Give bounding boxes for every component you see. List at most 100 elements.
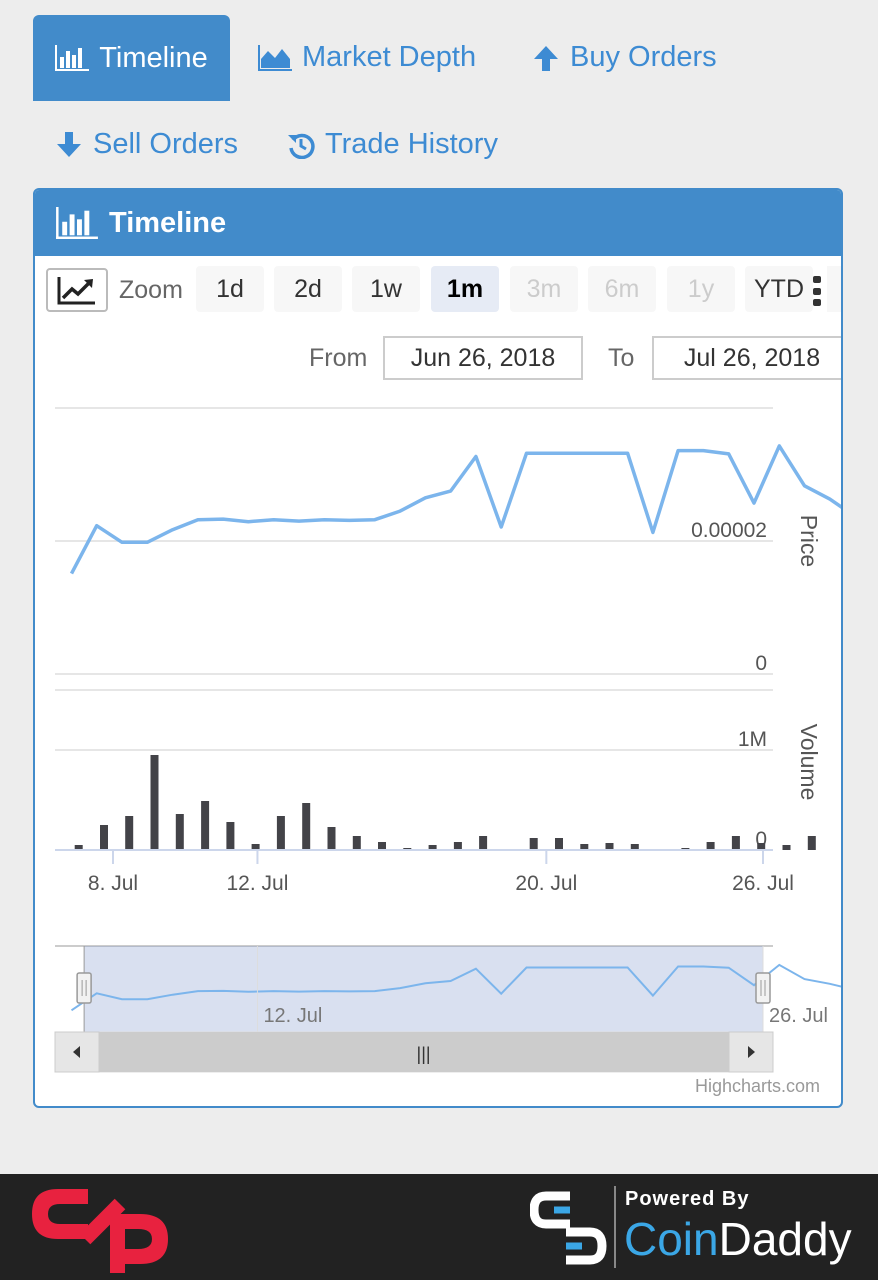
area-chart-icon xyxy=(258,44,292,71)
tab-label: Market Depth xyxy=(302,41,477,73)
navigator-tick-label: 12. Jul xyxy=(263,1005,322,1027)
range-button-1d[interactable]: 1d xyxy=(196,266,264,312)
price-tick-label: 0.00002 xyxy=(691,519,767,542)
arrow-up-icon xyxy=(534,45,558,71)
from-date-value: Jun 26, 2018 xyxy=(410,343,556,372)
range-button-2d[interactable]: 2d xyxy=(274,266,342,312)
volume-bar xyxy=(226,822,235,850)
panel-title: Timeline xyxy=(109,206,227,239)
range-button-label: 1y xyxy=(687,274,715,303)
history-icon xyxy=(288,133,315,159)
tab-timeline[interactable]: Timeline xyxy=(33,15,230,101)
volume-bar xyxy=(100,825,108,850)
more-options-icon[interactable] xyxy=(813,276,821,306)
volume-bar xyxy=(555,838,563,850)
powered-by-text: Powered By xyxy=(625,1188,750,1210)
volume-bar xyxy=(175,814,184,850)
range-button-label: 1w xyxy=(370,274,402,303)
volume-bar xyxy=(276,816,285,850)
tab-label: Sell Orders xyxy=(93,128,239,160)
scroll-right-arrow-icon xyxy=(748,1046,755,1058)
volume-axis-title: Volume xyxy=(796,724,822,801)
range-button-label: 1m xyxy=(446,274,484,303)
volume-bar xyxy=(327,827,336,850)
volume-bar xyxy=(782,845,791,850)
tab-label: Trade History xyxy=(325,128,498,160)
range-button-label: 1d xyxy=(216,274,244,303)
scrollbar-thumb[interactable] xyxy=(84,1032,764,1072)
volume-bar xyxy=(529,838,538,850)
volume-bar xyxy=(251,844,260,850)
chart-type-toggle[interactable] xyxy=(46,268,108,312)
range-button-label: 3m xyxy=(526,274,562,303)
range-button-ytd[interactable]: YTD xyxy=(745,266,813,312)
range-button-label: YTD xyxy=(754,274,804,303)
footer: Powered By CoinDaddy xyxy=(0,1174,878,1280)
to-date-input[interactable]: Jul 26, 2018 xyxy=(652,336,841,380)
to-label: To xyxy=(608,344,635,372)
volume-bar xyxy=(125,816,134,850)
navigator-handle[interactable] xyxy=(755,972,771,1004)
timeline-panel: Timeline Zoom 1d 2d 1w 1m 3m 6m 1y YTD F… xyxy=(33,188,843,1108)
volume-bar xyxy=(630,844,639,850)
volume-bar xyxy=(74,845,83,850)
price-tick-label: 0 xyxy=(755,652,767,675)
volume-bar xyxy=(352,836,361,850)
bar-chart-icon xyxy=(55,45,90,71)
volume-tick-label: 1M xyxy=(738,728,767,751)
tab-label: Timeline xyxy=(99,41,208,74)
from-label: From xyxy=(309,344,368,372)
volume-bar xyxy=(605,843,614,850)
volume-bar xyxy=(757,843,766,850)
scrollbar-grip: ||| xyxy=(417,1044,431,1064)
footer-divider xyxy=(614,1186,616,1268)
volume-tick-label: 0 xyxy=(755,828,767,851)
line-chart-icon xyxy=(57,277,95,305)
x-axis-tick-label: 26. Jul xyxy=(732,872,794,895)
price-axis-title: Price xyxy=(796,515,822,567)
volume-bar xyxy=(580,844,589,850)
range-button-label: 2d xyxy=(294,274,322,303)
brand-coin: Coin xyxy=(624,1213,719,1265)
x-axis-tick-label: 8. Jul xyxy=(88,872,138,895)
volume-bar xyxy=(150,755,159,850)
range-button-3m[interactable]: 3m xyxy=(510,266,578,312)
from-date-input[interactable]: Jun 26, 2018 xyxy=(383,336,583,380)
coindaddy-icon xyxy=(530,1191,607,1265)
coindaddy-brand: CoinDaddy xyxy=(624,1212,852,1266)
navigator-tick-label: 26. Jul xyxy=(769,1005,828,1027)
volume-bar xyxy=(201,801,210,850)
volume-bar xyxy=(731,836,740,850)
tab-market-depth[interactable]: Market Depth xyxy=(258,41,476,74)
navigator-handle[interactable] xyxy=(76,972,92,1004)
brand-daddy: Daddy xyxy=(718,1213,852,1265)
arrow-down-icon xyxy=(57,131,81,157)
navigator-series-line xyxy=(70,963,841,1012)
range-button-1w[interactable]: 1w xyxy=(352,266,420,312)
exchange-logo xyxy=(32,1189,168,1273)
range-button-1y[interactable]: 1y xyxy=(667,266,735,312)
tab-trade-history[interactable]: Trade History xyxy=(287,128,498,161)
panel-header: Timeline xyxy=(35,190,841,256)
volume-bar xyxy=(479,836,488,850)
range-button-1m[interactable]: 1m xyxy=(431,266,499,312)
price-volume-chart[interactable]: 0 0.00002 Price 0 1M Volume 8. Jul 12. Jul 20. J… xyxy=(35,390,843,1108)
volume-bar xyxy=(807,836,816,850)
tab-label: Buy Orders xyxy=(570,41,717,73)
tab-buy-orders[interactable]: Buy Orders xyxy=(532,41,717,74)
volume-bar xyxy=(453,842,462,850)
price-series-line xyxy=(69,444,841,575)
bar-chart-icon xyxy=(56,207,98,239)
scroll-left-arrow-icon xyxy=(73,1046,80,1058)
zoom-label: Zoom xyxy=(119,276,183,304)
credits-link[interactable]: Highcharts.com xyxy=(694,1076,820,1096)
to-date-value: Jul 26, 2018 xyxy=(683,343,821,372)
navigator-selection xyxy=(84,946,764,1032)
range-button-label: 6m xyxy=(604,274,640,303)
volume-bar xyxy=(706,842,715,850)
range-button-6m[interactable]: 6m xyxy=(588,266,656,312)
volume-bar xyxy=(302,803,311,850)
volume-bar xyxy=(428,845,437,850)
tab-sell-orders[interactable]: Sell Orders xyxy=(55,128,238,161)
x-axis-tick-label: 12. Jul xyxy=(227,872,289,895)
